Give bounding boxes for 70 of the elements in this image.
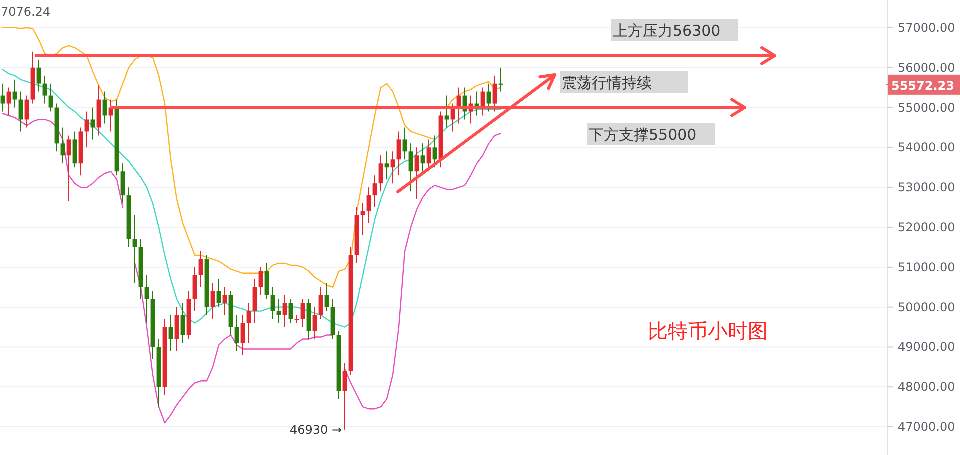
candlestick — [300, 298, 306, 328]
y-tick-label: 53000.00 — [898, 180, 956, 195]
candlestick — [48, 83, 54, 112]
candlestick — [318, 286, 324, 320]
candlestick — [342, 362, 348, 430]
candlestick — [486, 83, 492, 112]
candlestick — [360, 203, 366, 236]
candlestick — [120, 163, 126, 204]
candlestick — [6, 87, 12, 116]
y-tick-label: 57000.00 — [898, 20, 956, 35]
y-tick-label: 56000.00 — [898, 60, 956, 75]
y-tick-label: 47000.00 — [898, 420, 956, 434]
candlestick — [0, 83, 6, 112]
candlestick — [276, 298, 282, 324]
candlestick — [210, 282, 216, 320]
candlestick — [378, 155, 384, 192]
candlestick — [144, 274, 150, 324]
candlestick — [312, 306, 318, 340]
candlestick — [282, 294, 288, 328]
candlestick — [252, 278, 258, 324]
candlestick — [324, 282, 330, 312]
candlestick — [84, 111, 90, 148]
candlestick — [36, 59, 42, 92]
candlestick — [42, 75, 48, 104]
y-tick-label: 49000.00 — [898, 340, 956, 354]
candlestick — [420, 143, 426, 176]
candlestick — [426, 139, 432, 172]
candlestick — [180, 302, 186, 344]
candlestick — [60, 127, 66, 164]
candlestick — [222, 286, 228, 316]
candlestick — [288, 298, 294, 324]
candlestick — [372, 175, 378, 208]
candlestick — [402, 127, 408, 160]
candlestick — [216, 278, 222, 308]
ref-line-label: 上方压力56300 — [613, 22, 721, 40]
candlestick — [168, 314, 174, 352]
candlestick — [366, 187, 372, 224]
candlestick — [414, 147, 420, 200]
candlestick — [384, 151, 390, 180]
annotation: 55572.23 — [886, 74, 960, 95]
candlestick — [408, 143, 414, 192]
annotation: 震荡行情持续 — [562, 74, 652, 92]
candlestick — [492, 75, 498, 112]
ref-line-label: 下方支撑55000 — [589, 126, 697, 144]
y-tick-label: 51000.00 — [898, 260, 956, 274]
candlestick — [132, 215, 138, 284]
annotation: 震荡行情持续 — [560, 71, 688, 93]
candlestick — [444, 95, 450, 128]
candlestick — [432, 135, 438, 168]
candlestick — [246, 302, 252, 344]
y-tick-label: 54000.00 — [898, 140, 956, 155]
y-tick-label: 52000.00 — [898, 220, 956, 234]
candlestick — [390, 151, 396, 184]
candlestick — [270, 286, 276, 320]
candlestick — [174, 306, 180, 352]
candlestick — [396, 131, 402, 176]
candlestick — [90, 107, 96, 140]
y-tick-label: 55000.00 — [898, 100, 956, 115]
candlestick — [12, 79, 18, 108]
candlestick — [72, 131, 78, 168]
candlestick — [258, 266, 264, 296]
annotation: 7076.24 — [1, 5, 51, 19]
annotation: 比特币小时图 — [648, 319, 768, 343]
candlestick — [198, 250, 204, 288]
y-tick-label: 50000.00 — [898, 300, 956, 314]
candlestick — [66, 135, 72, 202]
candlestick — [192, 266, 198, 312]
y-tick-label: 48000.00 — [898, 380, 956, 394]
candlestick — [264, 262, 270, 300]
annotation: 46930 → — [290, 422, 342, 437]
